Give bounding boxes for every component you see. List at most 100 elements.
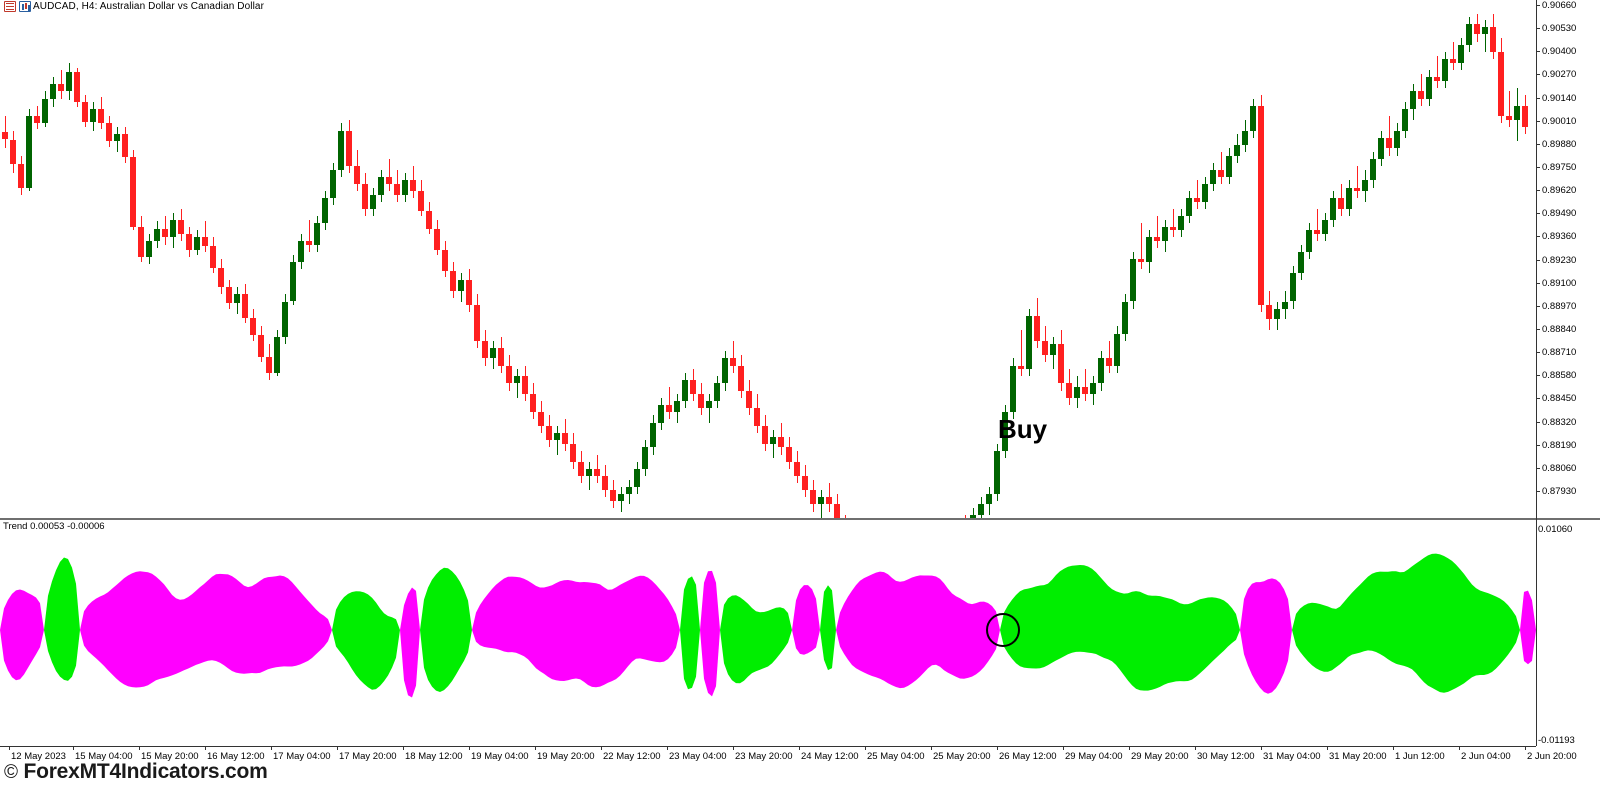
candle-body	[74, 71, 80, 103]
candle-body	[826, 497, 832, 505]
candlestick	[1018, 330, 1024, 377]
candle-body	[1154, 237, 1160, 241]
trend-band-bearish	[0, 589, 44, 681]
candle-body	[1362, 180, 1368, 192]
candle-body	[482, 340, 488, 359]
candle-body	[1090, 383, 1096, 395]
candle-body	[258, 335, 264, 357]
candlestick	[1474, 14, 1480, 42]
candle-body	[754, 408, 760, 427]
candle-body	[970, 515, 976, 518]
candle-body	[1082, 386, 1088, 395]
candle-wick	[1421, 73, 1422, 106]
candlestick	[322, 191, 328, 231]
candle-body	[554, 433, 560, 441]
candle-body	[218, 267, 224, 288]
candlestick	[1194, 180, 1200, 209]
candle-body	[362, 184, 368, 209]
candlestick	[418, 180, 424, 217]
candle-body	[66, 71, 72, 92]
candlestick	[1346, 180, 1352, 217]
time-scale[interactable]: 12 May 2023 15 May 04:00 15 May 20:00 16 Ma…	[0, 746, 1600, 786]
candlestick	[1442, 52, 1448, 88]
candle-wick	[1197, 180, 1198, 209]
candle-body	[1346, 187, 1352, 209]
price-tick: 0.87930	[1536, 486, 1576, 497]
candle-body	[466, 280, 472, 306]
candle-body	[522, 376, 528, 395]
candlestick	[482, 330, 488, 366]
price-tick: 0.90660	[1536, 0, 1576, 11]
chart-icon[interactable]	[19, 1, 31, 12]
candlestick	[90, 102, 96, 131]
candle-body	[1506, 116, 1512, 120]
candlestick	[1210, 162, 1216, 192]
candle-body	[1050, 344, 1056, 355]
candle-body	[810, 490, 816, 505]
candle-body	[242, 294, 248, 318]
candle-wick	[1221, 151, 1222, 184]
watermark-text: ForexMT4Indicators.com	[23, 760, 268, 783]
candle-body	[770, 436, 776, 444]
candlestick	[1138, 223, 1144, 270]
trend-band-bullish	[1000, 565, 1240, 691]
candlestick	[1498, 38, 1504, 124]
candle-body	[994, 451, 1000, 494]
candlestick	[2, 116, 8, 149]
trend-indicator-pane[interactable]	[0, 521, 1536, 746]
candle-wick	[309, 219, 310, 252]
candle-body	[1314, 230, 1320, 234]
candle-body	[1034, 315, 1040, 341]
candle-body	[1370, 159, 1376, 181]
candle-body	[1354, 187, 1360, 192]
candle-body	[1290, 273, 1296, 302]
candle-body	[442, 249, 448, 272]
price-tick: 0.90140	[1536, 93, 1576, 104]
candle-body	[234, 294, 240, 304]
candlestick	[690, 369, 696, 402]
candlestick	[986, 486, 992, 516]
candle-wick	[1453, 41, 1454, 71]
candle-body	[1402, 109, 1408, 131]
candle-body	[402, 180, 408, 195]
candlestick	[402, 173, 408, 202]
pane-divider[interactable]	[0, 518, 1600, 520]
candle-body	[1178, 216, 1184, 231]
price-chart-pane[interactable]: Buy	[0, 14, 1536, 518]
candlestick	[810, 479, 816, 512]
candle-body	[474, 305, 480, 341]
grid-icon[interactable]	[4, 1, 16, 12]
candle-body	[786, 447, 792, 462]
candlestick	[42, 91, 48, 128]
chart-title: AUDCAD, H4: Australian Dollar vs Canadia…	[33, 1, 265, 12]
candle-body	[98, 109, 104, 124]
candlestick	[1042, 326, 1048, 363]
price-scale[interactable]: 0.90660 0.90530 0.90400 0.90270 0.90140 0.900…	[1536, 0, 1600, 746]
candle-body	[642, 447, 648, 469]
candle-body	[1266, 305, 1272, 320]
price-tick: 0.90010	[1536, 116, 1576, 127]
candlestick	[522, 365, 528, 402]
candlestick	[98, 96, 104, 129]
candle-body	[178, 219, 184, 234]
candle-wick	[389, 159, 390, 192]
candlestick	[82, 95, 88, 128]
candlestick	[714, 376, 720, 409]
price-tick: 0.90400	[1536, 46, 1576, 57]
candle-body	[538, 411, 544, 427]
candlestick	[978, 497, 984, 518]
candlestick	[650, 415, 656, 455]
candle-body	[314, 223, 320, 245]
candlestick	[1514, 87, 1520, 142]
candlestick	[122, 127, 128, 163]
candle-body	[418, 191, 424, 211]
candlestick	[1434, 55, 1440, 88]
candlestick	[1386, 116, 1392, 156]
candlestick	[1058, 330, 1064, 391]
candlestick	[538, 401, 544, 434]
candle-body	[138, 226, 144, 257]
candlestick	[642, 440, 648, 476]
candlestick	[802, 465, 808, 498]
candlestick	[722, 351, 728, 391]
candle-body	[1234, 144, 1240, 156]
